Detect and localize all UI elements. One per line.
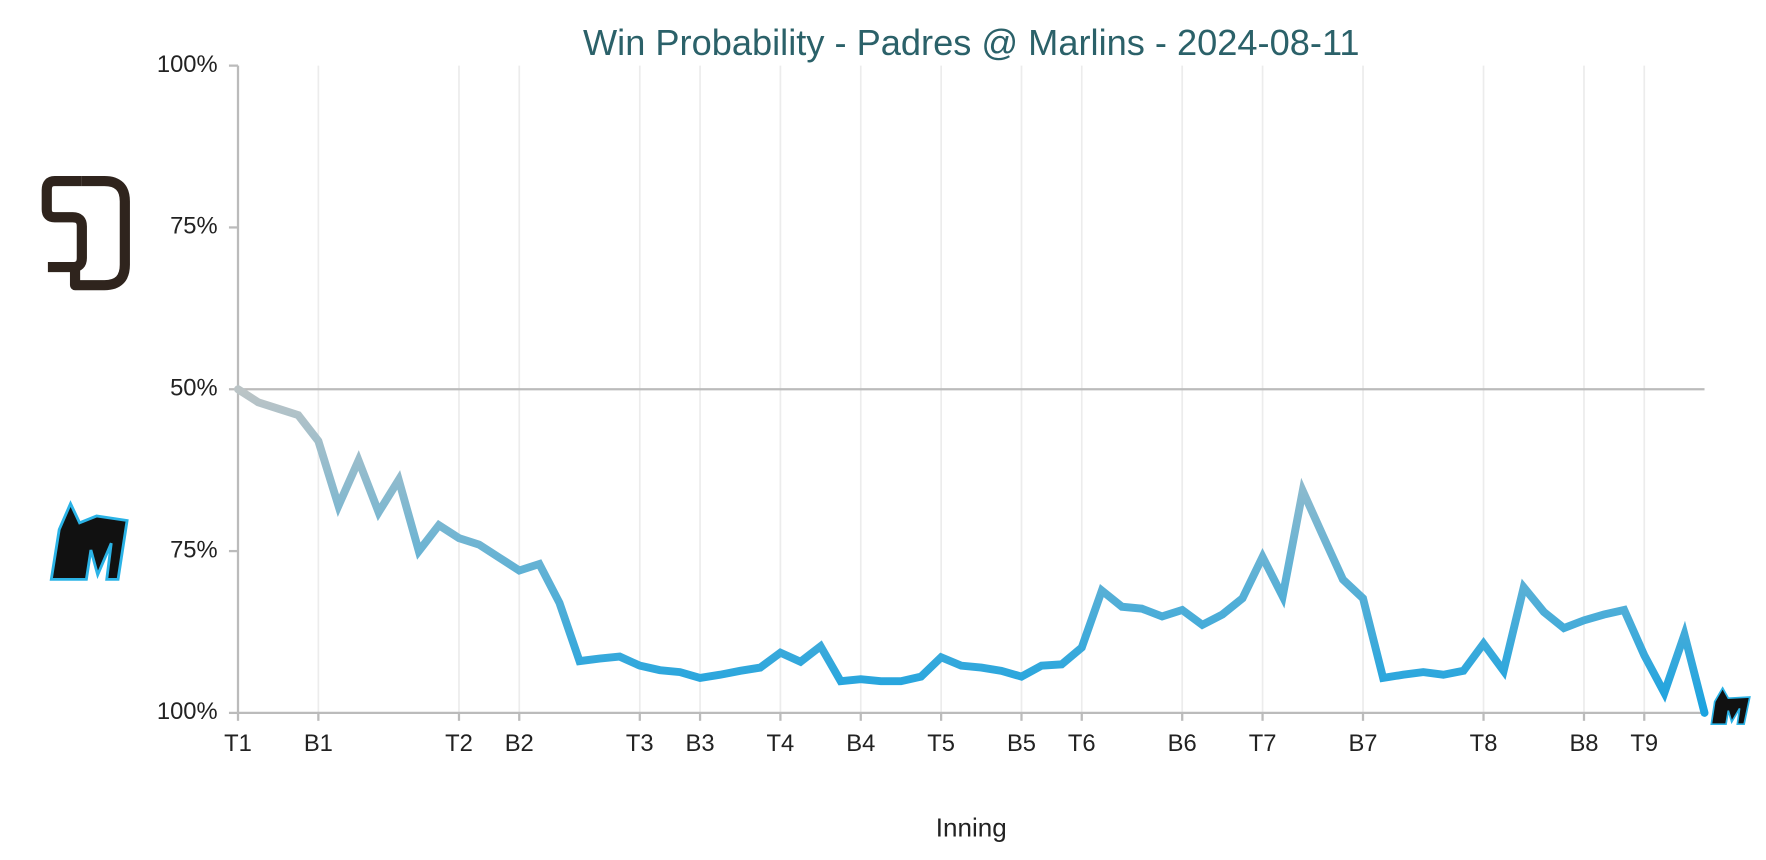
x-tick-label: T2 bbox=[445, 730, 473, 757]
x-tick-label: T6 bbox=[1068, 730, 1096, 757]
x-tick-label: B2 bbox=[505, 730, 534, 757]
y-tick-label: 75% bbox=[170, 536, 218, 563]
padres-logo bbox=[41, 175, 130, 291]
x-tick-label: T8 bbox=[1470, 730, 1498, 757]
grid: 100%75%50%75%100%T1 B1 T2 B2 T3 B3 T4 B4 T5 B5 T6 B… bbox=[157, 51, 1705, 757]
x-axis-label: Inning bbox=[936, 812, 1007, 842]
x-tick-label: B7 bbox=[1348, 730, 1377, 757]
x-tick-label: T7 bbox=[1249, 730, 1277, 757]
x-tick-label: B4 bbox=[846, 730, 875, 757]
x-tick-label: T4 bbox=[767, 730, 795, 757]
y-tick-label: 75% bbox=[170, 213, 218, 240]
marlins-logo bbox=[49, 500, 1751, 726]
x-tick-label: B5 bbox=[1007, 730, 1036, 757]
y-tick-label: 100% bbox=[157, 51, 218, 78]
x-tick-label: T1 bbox=[224, 730, 252, 757]
x-tick-label: T3 bbox=[626, 730, 654, 757]
x-tick-label: B3 bbox=[686, 730, 715, 757]
y-tick-label: 50% bbox=[170, 375, 218, 402]
chart-title: Win Probability - Padres @ Marlins - 202… bbox=[583, 22, 1360, 63]
plot bbox=[234, 385, 1709, 717]
x-tick-label: T9 bbox=[1630, 730, 1658, 757]
x-tick-label: B8 bbox=[1569, 730, 1598, 757]
win-probability-line bbox=[234, 385, 1709, 717]
x-tick-label: B1 bbox=[304, 730, 333, 757]
y-tick-label: 100% bbox=[157, 698, 218, 725]
x-tick-label: B6 bbox=[1168, 730, 1197, 757]
x-tick-label: T5 bbox=[927, 730, 955, 757]
